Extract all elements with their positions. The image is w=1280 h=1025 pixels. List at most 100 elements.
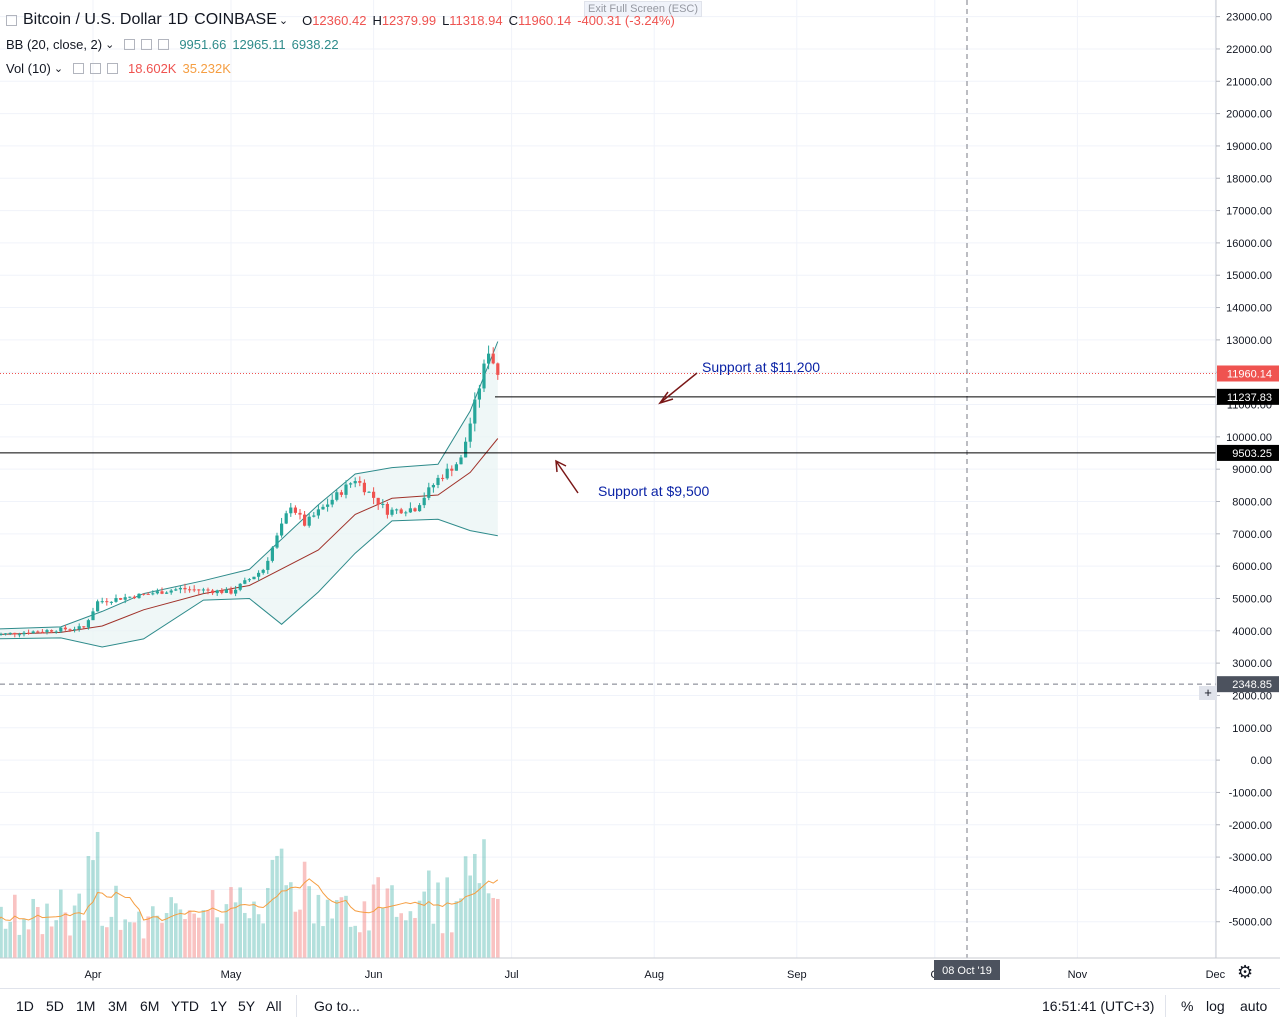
close-icon[interactable] [158,39,170,50]
candle-body [404,512,408,514]
candle-body [349,483,353,485]
volume-bar [201,910,206,958]
volume-bar [17,934,22,958]
eye-icon[interactable] [73,63,85,74]
candle-body [165,592,169,594]
timeframe-5d[interactable]: 5D [46,998,64,1014]
candle-body [316,509,320,516]
y-tick-label: 13000.00 [1226,335,1272,347]
candle-body [137,593,141,599]
candle-body [399,509,403,514]
volume-bar [114,885,118,958]
candle-body [445,468,449,479]
volume-bar [178,909,183,958]
symbol-name[interactable]: Bitcoin / U.S. Dollar [23,11,162,28]
volume-bar [192,913,196,958]
candle-body [321,506,325,510]
candle-body [174,589,178,591]
timeframe-1y[interactable]: 1Y [210,998,228,1014]
timeframe-1d[interactable]: 1D [16,998,34,1014]
timeframe-5y[interactable]: 5Y [238,998,256,1014]
settings-icon[interactable] [141,39,153,50]
candle-body [197,589,201,591]
annotation-support-high[interactable]: Support at $11,200 [702,359,821,375]
candle-body [40,631,44,633]
support-low-price-tag [1217,444,1279,461]
candle-body [266,560,270,570]
volume-bar [486,893,491,958]
candle-body [298,512,302,515]
interval-label[interactable]: 1D [167,11,189,28]
y-tick-label: 19000.00 [1226,141,1272,153]
timeframe-1m[interactable]: 1M [76,998,96,1014]
volume-bar [215,917,219,958]
candle-body [247,579,251,581]
exit-fullscreen-button[interactable]: Exit Full Screen (ESC) [584,1,703,17]
price-chart[interactable]: 23000.00 22000.00 21000.00 20000.00 19000.00… [0,0,1280,990]
candle-body [220,590,224,593]
crosshair-plus-icon[interactable]: + [1199,686,1217,700]
auto-toggle[interactable]: auto [1240,998,1268,1014]
candle-body [418,505,422,512]
annotation-support-low[interactable]: Support at $9,500 [598,483,710,499]
arrowhead-support-low [555,459,567,473]
candle-body [68,629,72,631]
candle-body [431,484,435,488]
percent-toggle[interactable]: % [1181,998,1194,1014]
x-tick-label: Aug [644,969,664,981]
timeframe-ytd[interactable]: YTD [171,998,199,1014]
volume-bar [82,920,86,958]
candle-body [252,576,256,580]
timeframe-3m[interactable]: 3M [108,998,128,1014]
bb-legend: BB (20, close, 2) ⌄ 9951.66 12965.11 693… [6,37,345,52]
candle-body [459,457,463,465]
volume-bar [132,922,137,958]
candle-body [211,590,215,594]
candle-body [381,503,385,505]
bollinger-band-fill [0,341,498,647]
y-tick-label: 16000.00 [1226,238,1272,250]
chart-grid [0,0,1216,958]
minus-square-icon[interactable] [6,14,17,26]
chevron-down-icon[interactable]: ⌄ [53,63,64,75]
y-tick-label: 15000.00 [1226,270,1272,282]
candle-body [63,627,67,630]
volume-bar [335,900,339,958]
clock[interactable]: 16:51:41 (UTC+3) [1042,998,1155,1014]
ohlc-low: 11318.94 [449,12,503,28]
candle-body [100,601,104,603]
exchange-label[interactable]: COINBASE [194,11,277,28]
bb-indicator-label[interactable]: BB (20, close, 2) [6,37,103,52]
candle-body [105,601,109,603]
candle-body [482,363,486,389]
volume-bar [454,901,459,958]
volume-bar [238,887,242,958]
candle-body [385,503,389,515]
candle-body [390,509,394,515]
volume-bar [293,911,298,958]
candle-body [293,507,297,513]
chevron-down-icon[interactable]: ⌄ [105,39,115,51]
vol-indicator-label[interactable]: Vol (10) [6,61,51,76]
volume-bar [279,848,284,958]
volume-bar [358,932,362,958]
eye-icon[interactable] [124,39,136,50]
volume-bar [284,885,288,958]
candle-body [289,507,293,514]
log-toggle[interactable]: log [1206,998,1225,1014]
candle-body [450,468,454,471]
candle-body [109,601,113,603]
close-icon[interactable] [107,63,119,74]
candle-body [473,399,477,424]
toolbar-divider [1165,995,1166,1017]
y-tick-label: 9000.00 [1232,464,1272,476]
y-tick-label: -4000.00 [1229,884,1272,896]
candle-body [408,508,412,513]
settings-icon[interactable] [90,63,102,74]
gear-icon[interactable]: ⚙ [1237,962,1254,982]
timeframe-6m[interactable]: 6M [140,998,160,1014]
goto-button[interactable]: Go to... [314,998,360,1014]
chevron-down-icon[interactable]: ⌄ [278,14,289,27]
candle-body [261,569,265,573]
timeframe-all[interactable]: All [266,998,282,1014]
